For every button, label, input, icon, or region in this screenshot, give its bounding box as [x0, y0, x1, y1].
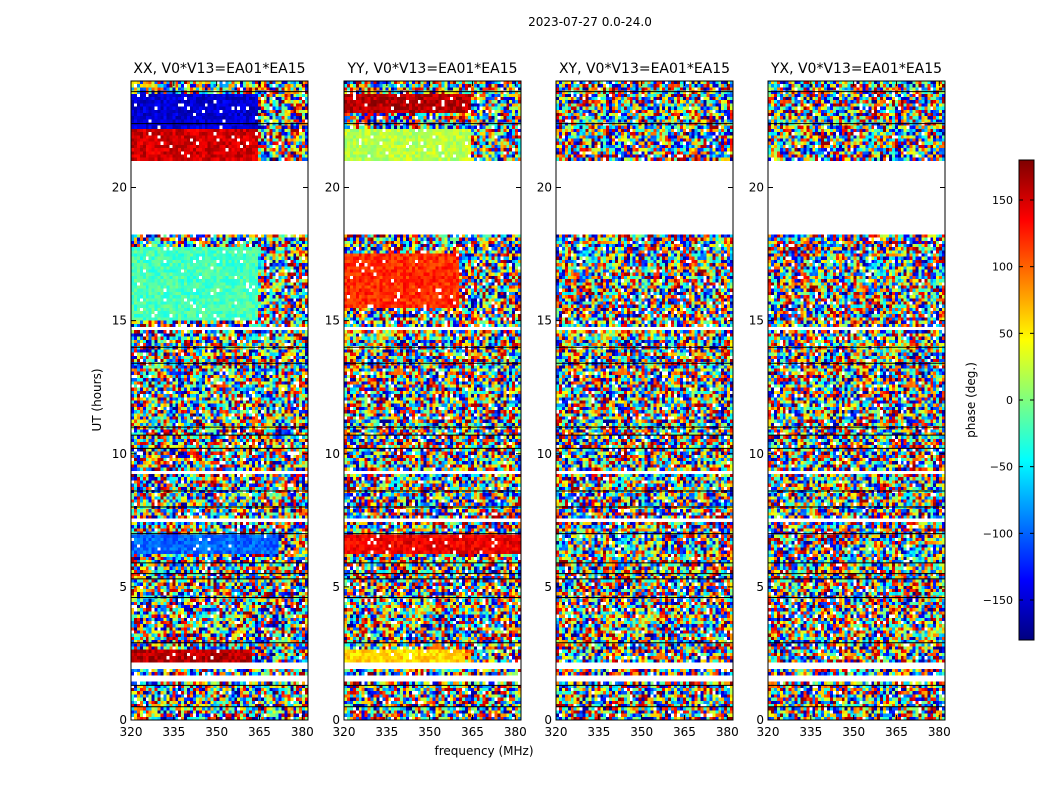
y-tick-label: 5 [756, 580, 764, 594]
y-tick-label: 5 [119, 580, 127, 594]
x-tick-label: 350 [842, 725, 865, 739]
x-tick-label: 350 [418, 725, 441, 739]
panel-frame [767, 80, 946, 721]
colorbar-tick-label: 100 [992, 261, 1013, 274]
panel-1: XX, V0*V13=EA01*EA15 320 335 350 365 380 0 5 10 1… [112, 61, 314, 739]
panel-frame [555, 80, 734, 721]
y-tick-label: 5 [544, 580, 552, 594]
heatmap-image [344, 81, 521, 720]
colorbar-tick-label: 50 [999, 327, 1013, 340]
x-axis-label: frequency (MHz) [434, 744, 533, 758]
colorbar-tick-label: 0 [1006, 394, 1013, 407]
x-tick-label: 380 [716, 725, 739, 739]
panel-4: YX, V0*V13=EA01*EA15 320 335 350 365 380 0 5 10 1… [749, 61, 951, 739]
y-tick-label: 20 [537, 181, 552, 195]
y-tick-label: 20 [749, 181, 764, 195]
y-tick-label: 10 [749, 447, 764, 461]
heatmap-image [131, 81, 308, 720]
x-tick-label: 365 [673, 725, 696, 739]
panel-title: XY, V0*V13=EA01*EA15 [559, 61, 730, 77]
panel-title: YX, V0*V13=EA01*EA15 [770, 61, 942, 77]
panels-group: XX, V0*V13=EA01*EA15 320 335 350 365 380 0 5 10 1… [112, 61, 951, 739]
y-tick-label: 15 [537, 314, 552, 328]
panel-frame [130, 80, 309, 721]
x-tick-label: 320 [333, 725, 356, 739]
x-tick-label: 320 [120, 725, 143, 739]
x-tick-label: 320 [545, 725, 568, 739]
x-tick-label: 365 [885, 725, 908, 739]
y-tick-label: 5 [332, 580, 340, 594]
panel-title: YY, V0*V13=EA01*EA15 [346, 61, 517, 77]
panel-3: XY, V0*V13=EA01*EA15 320 335 350 365 380 0 5 10 1… [537, 61, 739, 739]
colorbar-tick-label: −150 [983, 594, 1013, 607]
x-tick-label: 335 [375, 725, 398, 739]
colorbar-label: phase (deg.) [964, 362, 978, 438]
colorbar-tick-label: −50 [990, 461, 1013, 474]
x-tick-label: 380 [504, 725, 527, 739]
x-tick-label: 335 [799, 725, 822, 739]
x-tick-label: 365 [461, 725, 484, 739]
y-tick-label: 20 [112, 181, 127, 195]
y-tick-label: 10 [537, 447, 552, 461]
colorbar-tick-label: 150 [992, 194, 1013, 207]
x-tick-label: 350 [630, 725, 653, 739]
y-tick-label: 0 [756, 713, 764, 727]
y-tick-label: 20 [325, 181, 340, 195]
y-tick-label: 15 [325, 314, 340, 328]
y-tick-label: 15 [112, 314, 127, 328]
y-tick-label: 10 [112, 447, 127, 461]
colorbar: 150 100 50 0 −50 −100 −150 [983, 159, 1035, 641]
y-tick-label: 0 [332, 713, 340, 727]
y-tick-label: 15 [749, 314, 764, 328]
y-tick-label: 10 [325, 447, 340, 461]
x-tick-label: 335 [587, 725, 610, 739]
y-tick-label: 0 [119, 713, 127, 727]
x-tick-label: 350 [205, 725, 228, 739]
x-tick-label: 380 [291, 725, 314, 739]
heatmap-image [768, 81, 945, 720]
colorbar-tick-label: −100 [983, 527, 1013, 540]
x-tick-label: 365 [248, 725, 271, 739]
y-tick-label: 0 [544, 713, 552, 727]
x-tick-label: 380 [928, 725, 951, 739]
figure-suptitle: 2023-07-27 0.0-24.0 [528, 15, 652, 29]
x-tick-label: 335 [162, 725, 185, 739]
heatmap-image [556, 81, 733, 720]
panel-2: YY, V0*V13=EA01*EA15 320 335 350 365 380 0 5 10 1… [325, 61, 527, 739]
panel-frame [343, 80, 522, 721]
y-axis-label: UT (hours) [90, 368, 104, 431]
panel-title: XX, V0*V13=EA01*EA15 [133, 61, 305, 77]
x-tick-label: 320 [757, 725, 780, 739]
